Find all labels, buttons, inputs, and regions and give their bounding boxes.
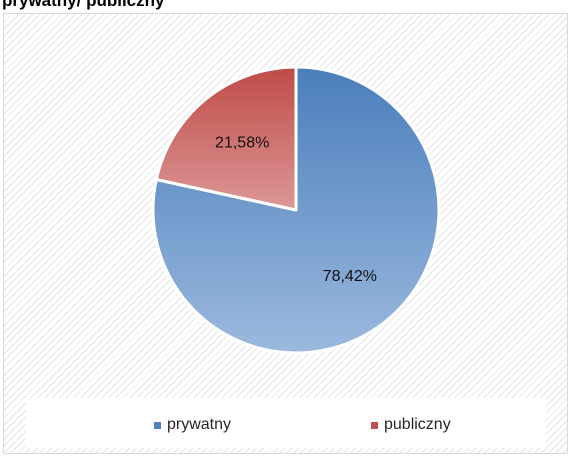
- data-label-prywatny: 78,42%: [323, 268, 377, 285]
- legend: prywatny publiczny: [26, 398, 546, 448]
- pie-slice-publiczny: [154, 65, 298, 212]
- legend-item-prywatny: prywatny: [154, 416, 231, 434]
- legend-label-prywatny: prywatny: [167, 416, 232, 433]
- chart-title: prywatny/ publiczny: [2, 0, 165, 10]
- legend-swatch-prywatny: [154, 421, 161, 429]
- pie-chart: 78,42% 21,58%: [151, 65, 441, 355]
- data-label-publiczny: 21,58%: [215, 134, 269, 151]
- chart-area: 78,42% 21,58% prywatny publiczny: [3, 13, 568, 454]
- legend-swatch-publiczny: [371, 421, 378, 429]
- pie-slice-prywatny: [151, 65, 441, 355]
- legend-label-publiczny: publiczny: [384, 416, 451, 433]
- legend-item-publiczny: publiczny: [371, 416, 451, 434]
